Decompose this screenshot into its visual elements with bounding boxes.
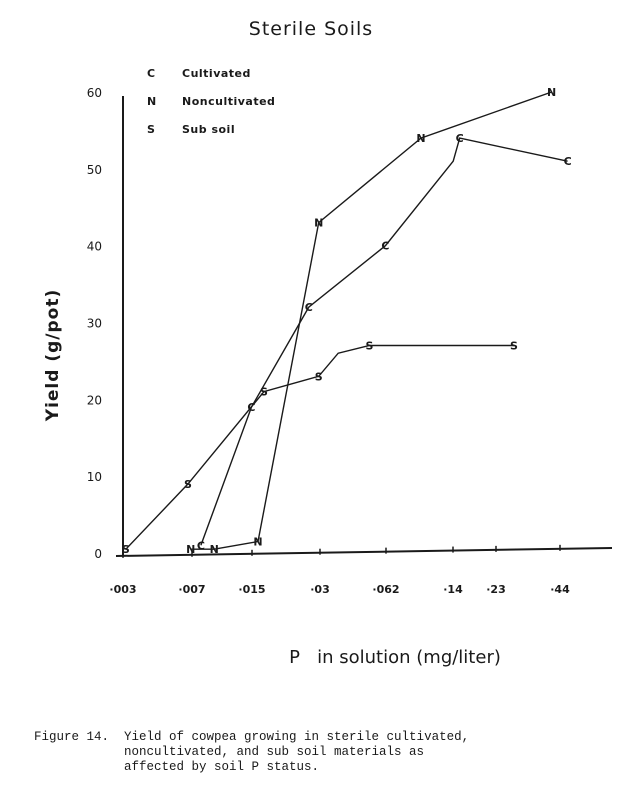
x-tick-label: ·03 xyxy=(310,583,330,596)
data-point-c: C xyxy=(305,301,313,314)
data-point-s: S xyxy=(366,340,374,353)
y-tick-label: 60 xyxy=(87,86,102,100)
x-tick-label: ·003 xyxy=(109,583,136,596)
x-axis xyxy=(115,547,613,557)
data-point-c: C xyxy=(381,240,389,253)
legend-key-s: S xyxy=(147,123,155,136)
y-tick-label: 50 xyxy=(87,163,102,177)
data-point-c: C xyxy=(564,155,572,168)
figure-caption: Figure 14. Yield of cowpea growing in st… xyxy=(34,730,470,774)
y-tick-labels: 0 10 20 30 40 50 60 xyxy=(87,86,102,561)
x-ticks: ·003 ·007 ·015 ·03 ·062 ·14 ·23 ·44 xyxy=(109,544,570,596)
data-point-c: C xyxy=(456,132,464,145)
data-point-s: S xyxy=(260,386,268,399)
y-tick-label: 0 xyxy=(94,547,102,561)
legend-label-c: Cultivated xyxy=(182,67,251,80)
chart-title: Sterile Soils xyxy=(249,18,373,40)
data-point-n: N xyxy=(210,543,219,556)
y-tick-label: 30 xyxy=(87,317,102,331)
data-point-s: S xyxy=(510,340,518,353)
data-point-n: N xyxy=(547,86,556,99)
legend-label-s: Sub soil xyxy=(182,123,235,136)
x-tick-label: ·44 xyxy=(550,583,570,596)
data-point-s: S xyxy=(315,370,323,383)
chart: Sterile Soils C Cultivated N Noncultivated S… xyxy=(43,18,613,668)
y-axis-label: Yield (g/pot) xyxy=(43,289,63,422)
x-axis-label: P in solution (mg/liter) xyxy=(289,647,501,668)
x-tick-label: ·015 xyxy=(238,583,265,596)
x-tick-label: ·23 xyxy=(486,583,506,596)
data-point-s: S xyxy=(122,543,130,556)
data-point-n: N xyxy=(416,132,425,145)
series-line-s xyxy=(125,344,514,550)
data-point-n: N xyxy=(314,217,323,230)
x-tick-label: ·14 xyxy=(443,583,463,596)
legend-label-n: Noncultivated xyxy=(182,95,275,108)
legend: C Cultivated N Noncultivated S Sub soil xyxy=(147,67,275,136)
legend-key-n: N xyxy=(147,95,156,108)
y-tick-label: 20 xyxy=(87,393,102,407)
data-point-n: N xyxy=(186,543,195,556)
data-point-c: C xyxy=(197,539,205,552)
x-tick-label: ·007 xyxy=(178,583,205,596)
legend-key-c: C xyxy=(147,67,155,80)
x-tick-label: ·062 xyxy=(372,583,399,596)
y-tick-label: 40 xyxy=(87,240,102,254)
y-tick-label: 10 xyxy=(87,470,102,484)
data-point-n: N xyxy=(253,535,262,548)
data-point-s: S xyxy=(184,478,192,491)
series-line-n xyxy=(190,91,552,550)
